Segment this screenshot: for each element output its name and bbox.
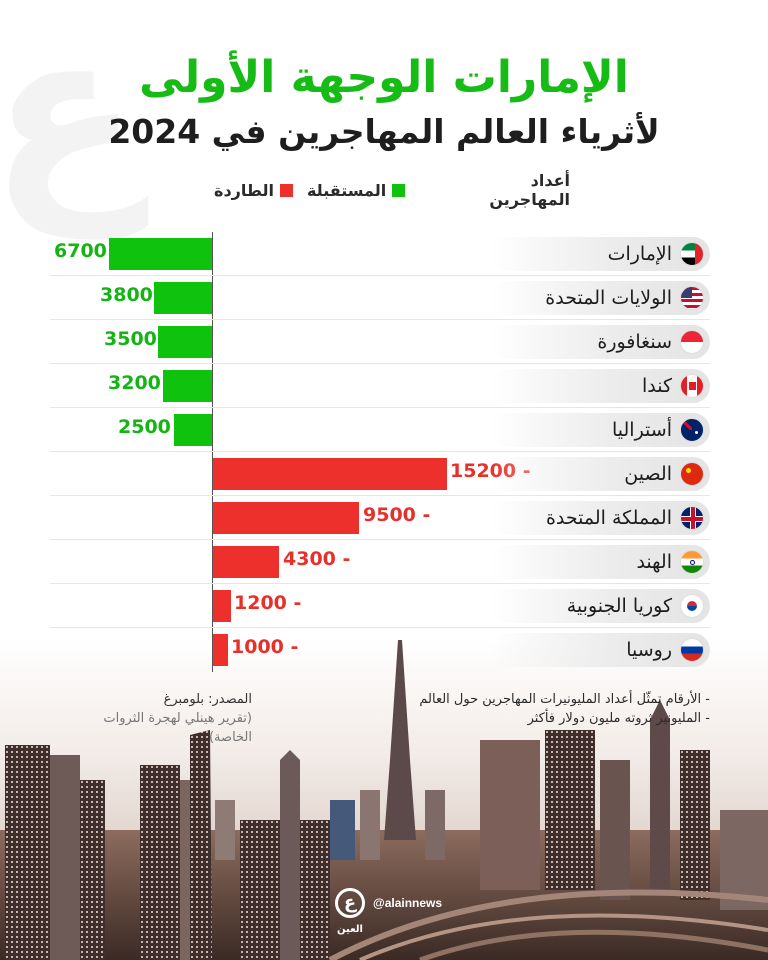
legend: أعداد المهاجرين المستقبلة الطاردة [200, 171, 570, 209]
bar-departed [213, 458, 447, 490]
bar-departed [213, 546, 279, 578]
source-label: المصدر: بلومبرغ [163, 692, 252, 707]
footnotes: - الأرقام تمثّل أعداد المليونيرات المهاج… [419, 690, 710, 728]
value-label: 2500 [118, 416, 171, 438]
row-divider [50, 583, 710, 584]
south-korea-flag-icon [680, 594, 704, 618]
bar-received [158, 326, 212, 358]
brand-name: العين [337, 924, 363, 935]
footnote: - الأرقام تمثّل أعداد المليونيرات المهاج… [419, 692, 710, 707]
social-handle: @alainnews [373, 896, 443, 910]
australia-flag-icon [680, 418, 704, 442]
bar-received [163, 370, 212, 402]
country-pill: كوريا الجنوبية [490, 589, 710, 623]
country-name: المملكة المتحدة [545, 507, 672, 529]
legend-swatch-red [279, 183, 293, 197]
country-pill: الصين [490, 457, 710, 491]
country-name: الهند [636, 551, 672, 573]
source-credit: المصدر: بلومبرغ (تقرير هينلي لهجرة الثرو… [62, 690, 252, 747]
country-pill: الولايات المتحدة [490, 281, 710, 315]
chart-row: 3800 الولايات المتحدة [50, 276, 710, 320]
country-pill: الهند [490, 545, 710, 579]
russia-flag-icon [680, 638, 704, 662]
chart-row: 2500 أستراليا [50, 408, 710, 452]
usa-flag-icon [680, 286, 704, 310]
singapore-flag-icon [680, 330, 704, 354]
chart-row: 15200 - الصين [50, 452, 710, 496]
source-detail: (تقرير هينلي لهجرة الثروات الخاصة) [103, 711, 252, 745]
chart-row: 6700 الإمارات [50, 232, 710, 276]
alain-logo-icon: ع [335, 888, 365, 918]
india-flag-icon [680, 550, 704, 574]
country-name: روسيا [626, 639, 672, 661]
chart-row: 1200 - كوريا الجنوبية [50, 584, 710, 628]
value-label: 1200 - [234, 592, 302, 614]
row-divider [50, 275, 710, 276]
chart-row: 3200 كندا [50, 364, 710, 408]
chart-row: 3500 سنغافورة [50, 320, 710, 364]
legend-title: أعداد المهاجرين [489, 171, 570, 209]
legend-item-sending: الطاردة [214, 181, 293, 200]
value-label: 6700 [54, 240, 107, 262]
legend-item-receiving: المستقبلة [307, 181, 406, 200]
country-name: سنغافورة [597, 331, 672, 353]
watermark-logo: ع [0, 0, 141, 238]
country-name: الصين [624, 463, 672, 485]
page-subtitle: لأثرياء العالم المهاجرين في 2024 [108, 112, 660, 151]
row-divider [50, 627, 710, 628]
value-label: 3500 [104, 328, 157, 350]
bar-departed [213, 502, 359, 534]
country-pill: الإمارات [490, 237, 710, 271]
bar-received [109, 238, 212, 270]
canada-flag-icon [680, 374, 704, 398]
value-label: 1000 - [231, 636, 299, 658]
china-flag-icon [680, 462, 704, 486]
chart-row: 9500 - المملكة المتحدة [50, 496, 710, 540]
country-pill: سنغافورة [490, 325, 710, 359]
brand-logo: ع العين @alainnews [335, 888, 443, 935]
bar-chart: 6700 الإمارات 3800 الولايات المتحدة 3500… [0, 232, 768, 674]
row-divider [50, 539, 710, 540]
value-label: 3200 [108, 372, 161, 394]
country-pill: كندا [490, 369, 710, 403]
country-pill: أستراليا [490, 413, 710, 447]
row-divider [50, 407, 710, 408]
legend-swatch-green [392, 183, 406, 197]
bar-departed [213, 634, 228, 666]
row-divider [50, 495, 710, 496]
city-skyline-image [0, 640, 768, 960]
country-pill: روسيا [490, 633, 710, 667]
value-label: 9500 - [363, 504, 431, 526]
row-divider [50, 451, 710, 452]
footnote: - المليونير ثروته مليون دولار فأكثر [527, 711, 710, 726]
zero-axis [212, 232, 213, 672]
chart-row: 1000 - روسيا [50, 628, 710, 672]
country-name: الإمارات [607, 243, 672, 265]
country-name: الولايات المتحدة [545, 287, 672, 309]
bar-received [174, 414, 212, 446]
page-title: الإمارات الوجهة الأولى [139, 52, 629, 103]
chart-row: 4300 - الهند [50, 540, 710, 584]
country-name: كوريا الجنوبية [566, 595, 672, 617]
uae-flag-icon [680, 242, 704, 266]
country-name: أستراليا [611, 419, 672, 441]
value-label: 3800 [100, 284, 153, 306]
country-pill: المملكة المتحدة [490, 501, 710, 535]
row-divider [50, 363, 710, 364]
row-divider [50, 319, 710, 320]
uk-flag-icon [680, 506, 704, 530]
value-label: 4300 - [283, 548, 351, 570]
bar-departed [213, 590, 231, 622]
bar-received [154, 282, 212, 314]
country-name: كندا [641, 375, 672, 397]
